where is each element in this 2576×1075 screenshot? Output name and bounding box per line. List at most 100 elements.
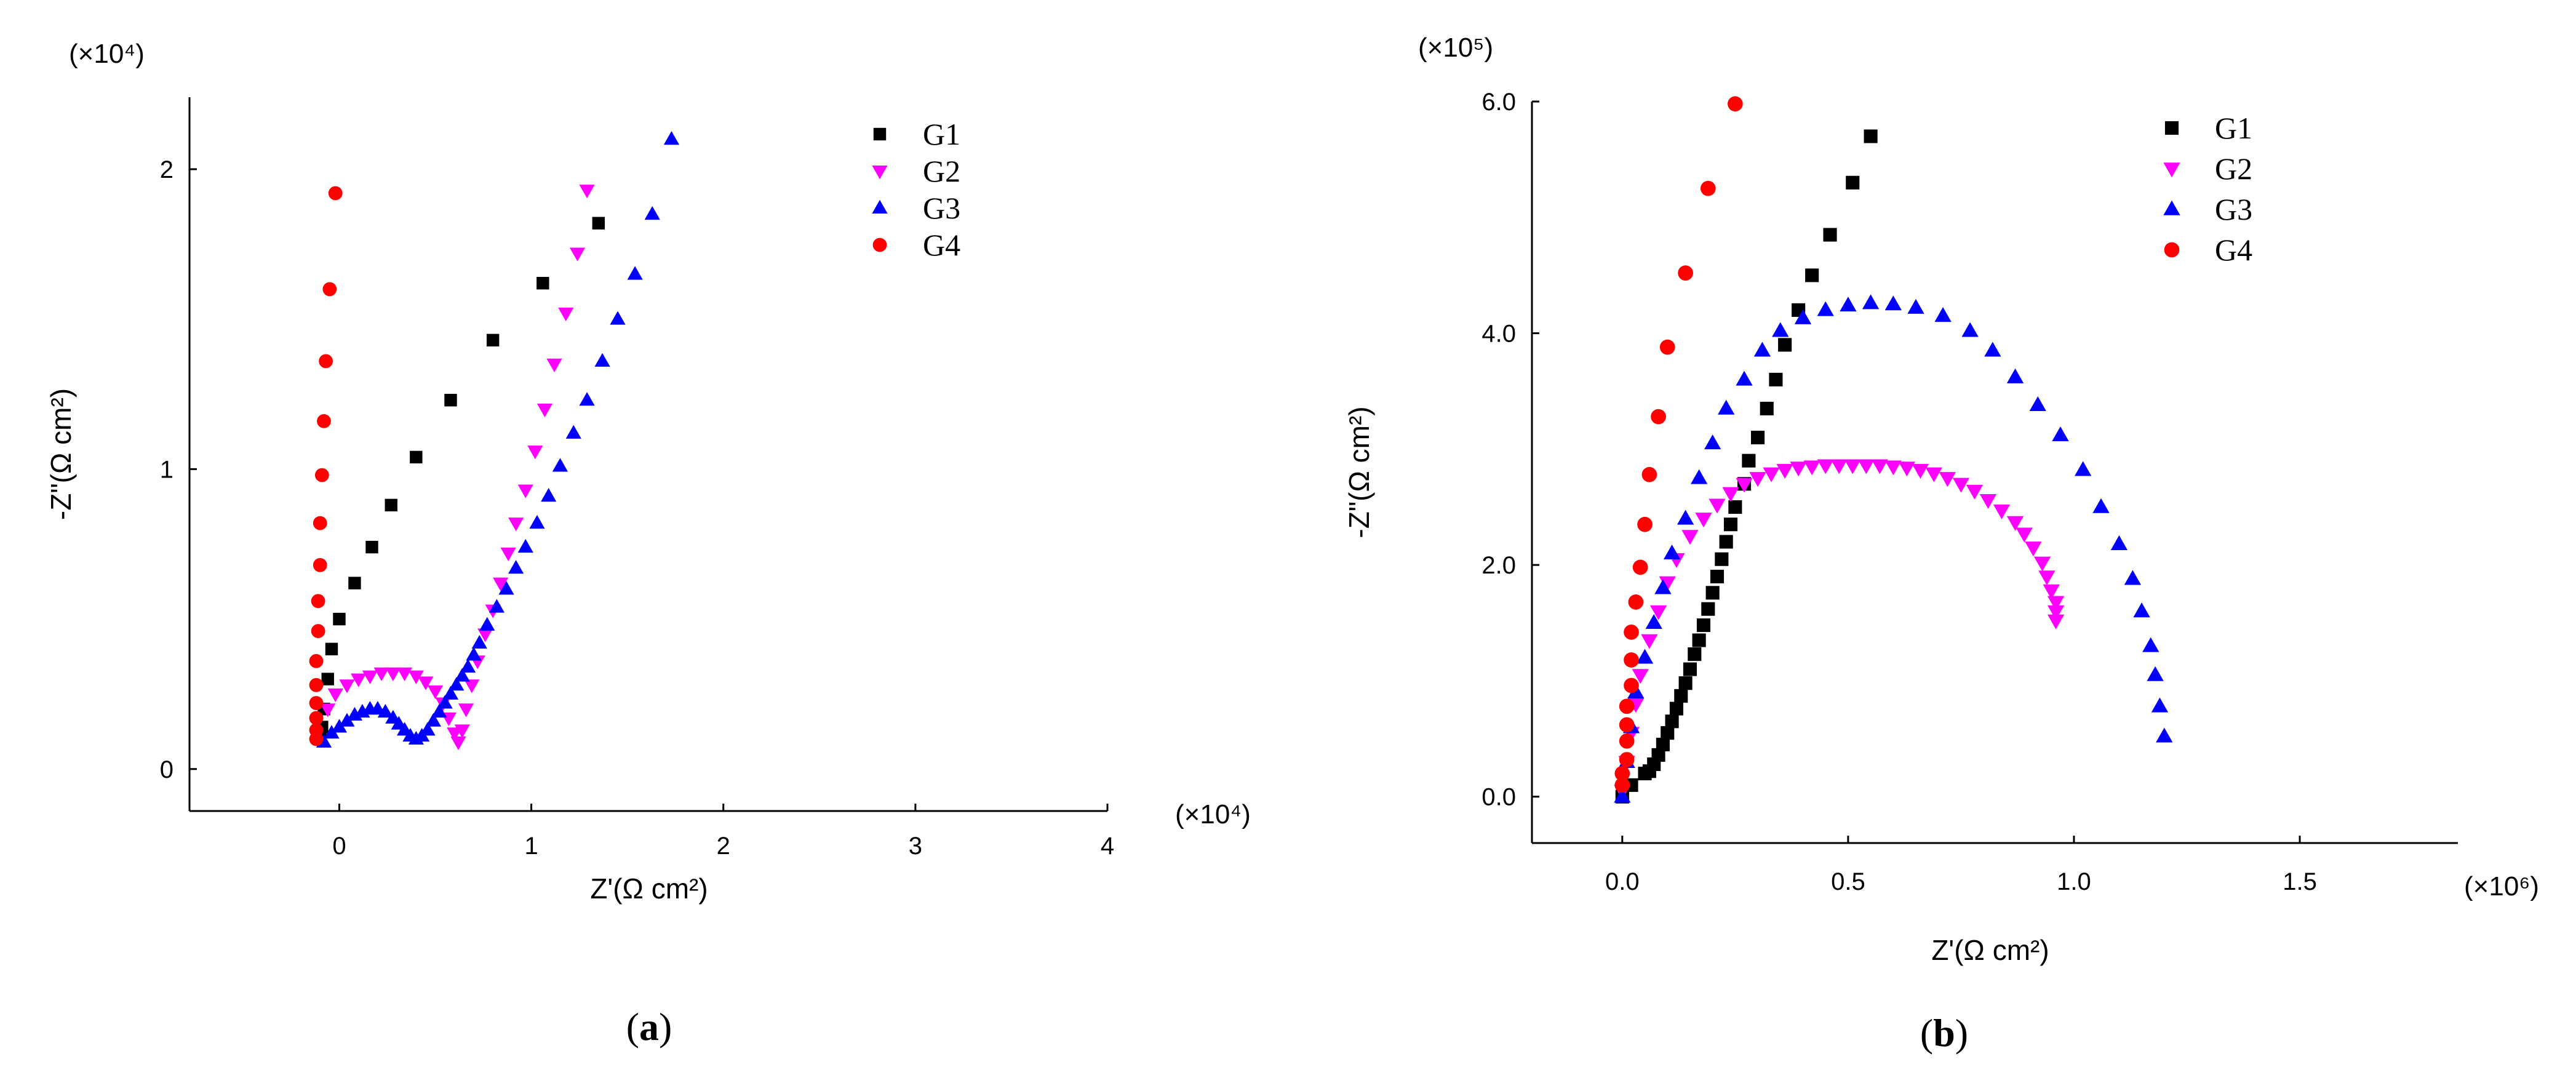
y-axis-multiplier: (×10⁴): [69, 39, 145, 69]
panel-b: 0.0 0.5 1.0 1.5 0.0 2.0 4.0 6.0 (×10⁵) (×10⁶) Z'(Ω…: [1343, 33, 2539, 1055]
y-tick-label: 2.0: [1481, 552, 1516, 579]
data-point-g3: [1663, 544, 1681, 560]
data-point-g2: [1939, 472, 1956, 487]
x-tick-label: 0: [332, 833, 346, 860]
data-point-g3: [1817, 301, 1834, 316]
data-point-g2: [2006, 516, 2024, 531]
series-g1: [1615, 129, 1878, 804]
data-point-g4: [309, 677, 324, 692]
data-point-g1: [1723, 518, 1738, 532]
data-point-g3: [1753, 342, 1771, 357]
x-tick-label: 3: [909, 833, 922, 860]
data-point-g2: [2038, 570, 2056, 586]
data-point-g4: [1619, 698, 1635, 714]
data-point-g2: [1898, 462, 1915, 477]
data-point-g3: [460, 658, 476, 673]
data-point-g4: [317, 414, 331, 428]
data-point-g2: [579, 185, 595, 199]
data-point-g1: [325, 642, 338, 656]
data-point-g4: [1659, 339, 1675, 355]
legend-label-g4: G4: [2215, 233, 2252, 267]
data-point-g2: [396, 667, 413, 681]
data-point-g4: [1632, 559, 1648, 575]
data-point-g1: [1805, 268, 1819, 282]
data-point-g4: [322, 282, 337, 297]
legend-marker-g4: [2164, 242, 2180, 258]
data-point-g3: [1840, 297, 1857, 312]
y-axis-multiplier: (×10⁵): [1418, 33, 1493, 63]
data-point-g2: [1709, 498, 1726, 514]
data-point-g2: [1641, 634, 1658, 649]
data-point-g4: [309, 711, 324, 725]
y-tick-label: 0: [160, 756, 173, 783]
data-point-g1: [321, 673, 334, 685]
x-axis-label: Z'(Ω cm²): [1931, 934, 2049, 966]
panel-a: 0 1 2 3 4 0 1 2 (×10⁴) (×10⁴) Z'(Ω cm²) -Z"(Ω cm²) (…: [45, 39, 1251, 1049]
data-point-g1: [1696, 618, 1711, 633]
data-point-g2: [1952, 478, 1970, 493]
data-point-g3: [541, 488, 557, 502]
data-point-g3: [2110, 535, 2128, 550]
data-point-g1: [1683, 662, 1697, 676]
y-tick-label: 0.0: [1481, 784, 1516, 811]
data-point-g1: [1688, 647, 1702, 661]
data-point-g1: [1778, 338, 1792, 352]
panel-caption: (b): [1920, 1011, 1968, 1055]
data-point-g2: [569, 247, 586, 262]
data-point-g4: [1619, 752, 1635, 767]
data-point-g1: [348, 577, 361, 589]
data-point-g1: [333, 612, 346, 626]
data-point-g4: [1728, 96, 1743, 112]
data-point-g2: [1632, 669, 1649, 684]
data-point-g4: [1641, 466, 1657, 482]
y-tick-label: 1: [160, 456, 173, 483]
data-point-g3: [594, 353, 610, 367]
data-point-g2: [500, 547, 516, 562]
legend-marker-g2: [872, 166, 888, 180]
data-point-g4: [314, 468, 329, 482]
data-point-g2: [1803, 460, 1820, 476]
data-point-g2: [351, 673, 367, 687]
legend-marker-g3: [872, 199, 888, 214]
data-point-g2: [1993, 504, 2011, 519]
data-point-g3: [324, 725, 340, 739]
data-point-g2: [1749, 472, 1766, 487]
data-point-g1: [1701, 602, 1715, 616]
data-point-g4: [1700, 180, 1716, 196]
data-point-g4: [1624, 652, 1639, 668]
data-point-g2: [1966, 484, 1984, 500]
data-point-g3: [1772, 322, 1789, 337]
data-point-g3: [1934, 307, 1952, 322]
data-point-g3: [1862, 294, 1880, 310]
data-point-g3: [1636, 649, 1654, 664]
data-point-g2: [339, 679, 355, 693]
series-g1: [314, 217, 605, 746]
series-g3: [316, 131, 680, 748]
data-point-g2: [454, 724, 470, 738]
x-tick-label: 1.0: [2057, 868, 2091, 895]
data-point-g3: [627, 266, 643, 280]
data-point-g1: [1656, 737, 1670, 752]
data-point-g3: [517, 538, 533, 553]
data-point-g2: [2033, 556, 2051, 572]
data-point-g2: [385, 667, 401, 681]
x-axis-multiplier: (×10⁶): [2464, 871, 2539, 901]
series-g4: [1614, 96, 1743, 793]
data-point-g4: [311, 594, 325, 609]
legend-label-g3: G3: [2215, 192, 2252, 226]
data-point-g4: [311, 624, 325, 638]
data-point-g3: [1736, 370, 1753, 386]
data-point-g2: [527, 446, 543, 460]
panel-caption: (a): [626, 1005, 672, 1049]
data-point-g1: [1728, 500, 1742, 514]
y-axis-label: -Z"(Ω cm²): [45, 388, 77, 520]
data-point-g3: [1677, 510, 1694, 525]
data-point-g1: [1665, 714, 1679, 729]
data-point-g3: [610, 311, 626, 325]
data-point-g4: [309, 723, 324, 737]
data-point-g2: [2025, 541, 2042, 557]
data-point-g2: [1776, 463, 1793, 479]
